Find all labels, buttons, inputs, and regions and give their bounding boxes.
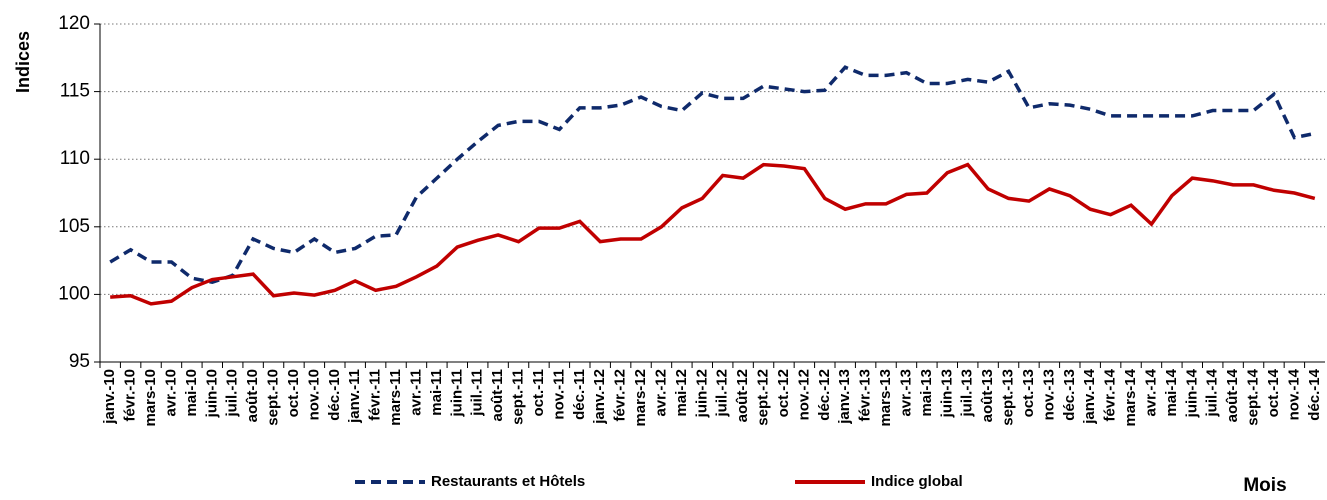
x-tick-label: août-13	[979, 369, 996, 422]
x-tick-label: oct.-14	[1265, 368, 1282, 417]
x-tick-label: août-11	[489, 369, 506, 422]
x-tick-label: janv.-12	[591, 369, 608, 425]
x-tick-label: mai-10	[183, 369, 200, 417]
x-tick-label: juil.-12	[714, 369, 731, 418]
x-tick-label: oct.-13	[1020, 369, 1037, 417]
x-tick-label: nov.-12	[795, 369, 812, 420]
x-tick-label: mai-13	[918, 369, 935, 417]
x-tick-label: oct.-10	[285, 369, 302, 417]
x-tick-label: juin-11	[448, 369, 465, 418]
x-tick-label: nov.-14	[1285, 368, 1302, 420]
x-tick-label: avr.-14	[1142, 368, 1159, 416]
x-tick-label: juil.-13	[959, 369, 976, 418]
x-tick-label: avr.-12	[652, 369, 669, 417]
legend-label: Restaurants et Hôtels	[431, 473, 585, 490]
x-tick-label: févr.-14	[1102, 368, 1119, 421]
x-tick-label: mai-14	[1163, 368, 1180, 416]
y-tick-label: 110	[60, 148, 90, 169]
y-tick-label: 100	[58, 283, 90, 304]
x-tick-label: août-12	[734, 369, 751, 422]
y-tick-label: 95	[69, 351, 90, 372]
x-tick-label: févr.-13	[857, 369, 874, 422]
x-tick-label: nov.-11	[550, 369, 567, 420]
series-line	[110, 162, 1316, 306]
x-tick-label: nov.-13	[1040, 369, 1057, 420]
x-tick-label: déc.-13	[1061, 369, 1078, 421]
x-tick-label: mars-11	[387, 369, 404, 426]
x-tick-label: mai-12	[673, 369, 690, 417]
x-tick-label: janv.-14	[1081, 368, 1098, 424]
legend-label: Indice global	[871, 473, 963, 490]
x-tick-label: juil.-10	[224, 369, 241, 418]
x-tick-label: avr.-13	[897, 369, 914, 417]
x-tick-label: août-10	[244, 369, 261, 422]
x-tick-label: juin-13	[938, 369, 955, 418]
y-tick-label: 105	[58, 216, 90, 237]
x-tick-label: janv.-11	[346, 369, 363, 424]
x-tick-label: déc.-11	[571, 369, 588, 420]
x-tick-label: mars-14	[1122, 368, 1139, 426]
x-tick-label: mai-11	[428, 369, 445, 416]
x-tick-label: sept.-13	[1000, 369, 1017, 426]
x-tick-label: juin-14	[1183, 368, 1200, 418]
x-tick-label: déc.-12	[816, 369, 833, 421]
x-tick-label: oct.-12	[775, 369, 792, 417]
x-tick-label: nov.-10	[305, 369, 322, 420]
x-tick-label: sept.-10	[265, 369, 282, 426]
x-tick-label: déc.-10	[326, 369, 343, 421]
x-tick-label: oct.-11	[530, 369, 547, 417]
x-tick-label: sept.-11	[510, 369, 527, 425]
x-tick-label: déc.-14	[1306, 368, 1323, 420]
x-tick-label: avr.-10	[162, 369, 179, 417]
x-tick-label: sept.-12	[755, 369, 772, 426]
x-tick-label: avr.-11	[407, 369, 424, 416]
x-tick-label: juin-12	[693, 369, 710, 418]
x-tick-label: févr.-12	[612, 369, 629, 422]
x-tick-label: févr.-11	[367, 369, 384, 421]
y-tick-label: 115	[60, 81, 90, 102]
series-line	[109, 65, 1316, 285]
x-tick-label: janv.-13	[836, 369, 853, 425]
x-tick-label: mars-13	[877, 369, 894, 427]
x-tick-label: mars-10	[142, 369, 159, 427]
y-tick-label: 120	[58, 13, 90, 34]
x-tick-label: août-14	[1224, 368, 1241, 422]
x-tick-label: juin-10	[203, 369, 220, 418]
x-axis-label: Mois	[1243, 475, 1286, 495]
x-tick-label: juil.-11	[469, 369, 486, 417]
x-tick-label: sept.-14	[1245, 368, 1262, 425]
y-axis-label: Indices	[13, 31, 33, 93]
x-tick-label: févr.-10	[122, 369, 139, 422]
x-tick-label: mars-12	[632, 369, 649, 427]
x-tick-label: janv.-10	[101, 369, 118, 425]
x-tick-label: juil.-14	[1204, 368, 1221, 417]
